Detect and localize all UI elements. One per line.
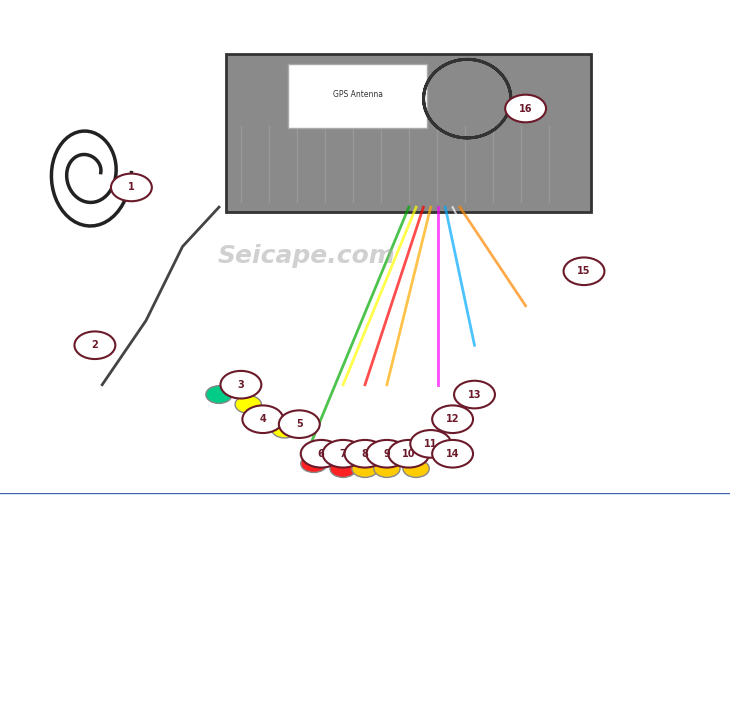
Circle shape	[505, 95, 546, 122]
Text: POWER Cable: POWER Cable	[584, 613, 721, 631]
Text: 9: 9	[383, 449, 391, 459]
Text: 2.: 2.	[29, 567, 49, 585]
Text: 8.: 8.	[212, 660, 231, 678]
Text: Radio Cable: Radio Cable	[58, 567, 178, 585]
Circle shape	[272, 420, 298, 438]
Circle shape	[432, 445, 458, 463]
Circle shape	[111, 174, 152, 201]
Text: 13.: 13.	[555, 521, 587, 539]
Text: 16.: 16.	[555, 660, 587, 678]
Circle shape	[301, 440, 342, 467]
Text: 10.: 10.	[394, 567, 426, 585]
Circle shape	[74, 331, 115, 359]
Text: CAMERA: CAMERA	[58, 660, 143, 678]
Circle shape	[388, 440, 429, 467]
Text: 1.: 1.	[29, 521, 49, 539]
Text: 12: 12	[446, 414, 459, 424]
Text: 3.: 3.	[29, 613, 49, 631]
Text: 2: 2	[91, 341, 99, 350]
Circle shape	[206, 386, 232, 403]
Text: 11: 11	[424, 439, 437, 449]
Circle shape	[235, 395, 261, 413]
Text: RL OUT: RL OUT	[423, 660, 497, 678]
Text: 4: 4	[259, 414, 266, 424]
Text: 5.: 5.	[212, 521, 231, 539]
Text: 14: 14	[446, 449, 459, 459]
Circle shape	[279, 410, 320, 438]
Text: AUX R IN: AUX R IN	[584, 567, 674, 585]
Circle shape	[454, 381, 495, 408]
Circle shape	[242, 405, 283, 433]
Circle shape	[403, 459, 429, 477]
Text: 13: 13	[468, 390, 481, 400]
Text: FR OUT: FR OUT	[241, 521, 315, 539]
Text: Seicape.com: Seicape.com	[218, 245, 396, 269]
Text: GPS Antenna: GPS Antenna	[333, 90, 383, 99]
Text: VIDEO IN: VIDEO IN	[423, 567, 514, 585]
Text: 12.: 12.	[394, 660, 426, 678]
Text: 1: 1	[128, 182, 135, 192]
FancyBboxPatch shape	[226, 54, 591, 212]
Circle shape	[220, 371, 261, 398]
FancyBboxPatch shape	[288, 64, 427, 128]
Text: SUBWOOFER: SUBWOOFER	[58, 613, 187, 631]
Circle shape	[564, 258, 604, 285]
Text: 8: 8	[361, 449, 369, 459]
Circle shape	[352, 459, 378, 477]
Text: 4.: 4.	[29, 660, 49, 678]
Circle shape	[366, 440, 407, 467]
Circle shape	[323, 440, 364, 467]
Text: 3: 3	[237, 379, 245, 390]
Text: 10: 10	[402, 449, 415, 459]
Text: 7.: 7.	[212, 613, 231, 631]
Text: 15: 15	[577, 266, 591, 276]
Text: FL OUT: FL OUT	[241, 567, 313, 585]
Circle shape	[410, 430, 451, 458]
Circle shape	[345, 440, 385, 467]
Text: AV OUT: AV OUT	[241, 613, 316, 631]
Text: 6: 6	[318, 449, 325, 459]
Text: 14.: 14.	[555, 567, 587, 585]
Text: 15.: 15.	[555, 613, 587, 631]
Text: 11.: 11.	[394, 613, 426, 631]
Text: 16: 16	[519, 104, 532, 114]
Text: 9.: 9.	[394, 521, 414, 539]
Circle shape	[432, 405, 473, 433]
Circle shape	[432, 440, 473, 467]
Text: LLD AVLN: LLD AVLN	[423, 521, 520, 539]
Text: 7: 7	[339, 449, 347, 459]
Text: AV OUT1: AV OUT1	[241, 660, 328, 678]
Text: 5: 5	[296, 419, 303, 429]
Circle shape	[301, 455, 327, 472]
Text: GPS ANT: GPS ANT	[584, 660, 672, 678]
Text: AUX L IN: AUX L IN	[584, 521, 672, 539]
Text: IPOD Cable: IPOD Cable	[58, 521, 171, 539]
Text: 6.: 6.	[212, 567, 231, 585]
Circle shape	[374, 459, 400, 477]
Text: RR OUT: RR OUT	[423, 613, 499, 631]
Circle shape	[330, 459, 356, 477]
